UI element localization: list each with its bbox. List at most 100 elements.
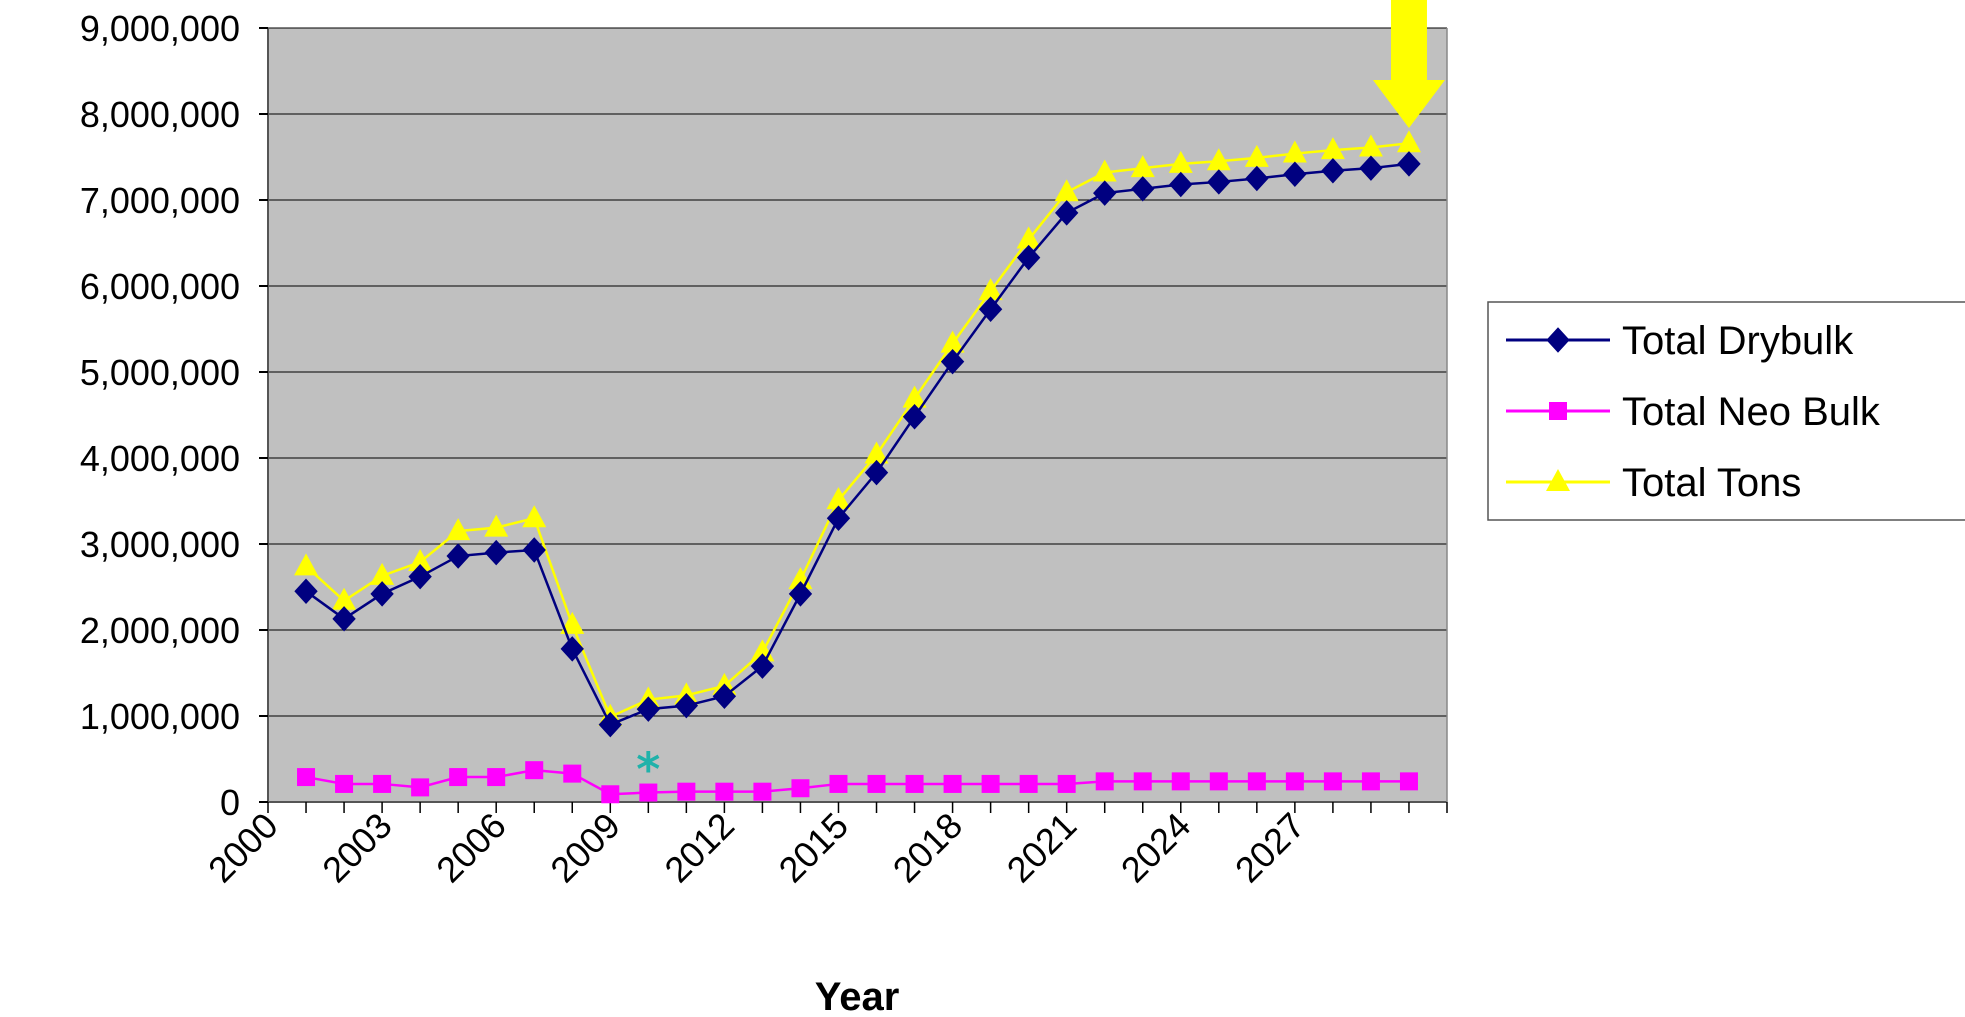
data-point bbox=[335, 774, 354, 793]
x-tick-label: 2000 bbox=[200, 805, 286, 891]
series-total-drybulk bbox=[294, 151, 1421, 738]
gridlines bbox=[268, 27, 1447, 717]
x-tick-label: 2006 bbox=[428, 805, 514, 891]
data-point bbox=[598, 711, 622, 738]
legend-item: Total Drybulk bbox=[1506, 319, 1854, 363]
data-point bbox=[791, 779, 810, 798]
data-point bbox=[1323, 772, 1342, 791]
data-point bbox=[715, 782, 734, 801]
data-point bbox=[332, 606, 356, 632]
data-point bbox=[560, 636, 584, 662]
data-point bbox=[449, 768, 468, 787]
x-tick-label: 2003 bbox=[314, 805, 400, 891]
series-total-tons bbox=[294, 130, 1421, 726]
y-tick-label: 9,000,000 bbox=[80, 8, 240, 49]
legend-label: Total Neo Bulk bbox=[1622, 390, 1881, 434]
plot-area bbox=[268, 28, 1447, 802]
data-point bbox=[370, 562, 395, 585]
annotation-asterisk: * bbox=[636, 743, 660, 797]
legend-item: Total Tons bbox=[1506, 461, 1801, 505]
data-point bbox=[484, 514, 509, 537]
data-point bbox=[294, 553, 319, 576]
data-point bbox=[1361, 772, 1380, 791]
data-point bbox=[1171, 772, 1190, 791]
data-point bbox=[1133, 772, 1152, 791]
data-point bbox=[940, 348, 965, 375]
data-point bbox=[829, 774, 848, 793]
data-point bbox=[674, 692, 699, 719]
legend-marker bbox=[1546, 327, 1570, 353]
data-point bbox=[1019, 774, 1038, 793]
y-tick-label: 5,000,000 bbox=[80, 352, 240, 393]
data-point bbox=[522, 505, 547, 528]
y-tick-label: 2,000,000 bbox=[80, 610, 240, 651]
data-point bbox=[1095, 772, 1114, 791]
data-point bbox=[1130, 155, 1155, 178]
data-point bbox=[943, 774, 962, 793]
data-point bbox=[1359, 155, 1383, 181]
data-point bbox=[1054, 179, 1079, 202]
y-tick-label: 6,000,000 bbox=[80, 266, 240, 307]
data-point bbox=[446, 543, 470, 569]
data-point bbox=[1320, 137, 1345, 160]
data-point bbox=[1358, 134, 1383, 157]
data-point bbox=[1209, 772, 1228, 791]
data-point bbox=[864, 459, 889, 486]
legend: Total Drybulk Total Neo Bulk Total Tons bbox=[1487, 301, 1965, 521]
x-tick-label: 2027 bbox=[1227, 805, 1313, 891]
data-point bbox=[297, 768, 316, 787]
data-point bbox=[826, 487, 851, 510]
x-tick-label: 2021 bbox=[999, 805, 1085, 891]
data-point bbox=[294, 578, 318, 605]
data-point bbox=[601, 785, 620, 804]
data-point bbox=[411, 778, 430, 797]
data-point bbox=[788, 581, 813, 607]
legend-marker bbox=[1549, 402, 1567, 420]
data-point bbox=[712, 683, 737, 709]
y-tick-label: 4,000,000 bbox=[80, 438, 240, 479]
data-point bbox=[525, 761, 544, 780]
x-tick-label: 2012 bbox=[656, 805, 742, 891]
data-point bbox=[560, 611, 585, 634]
data-point bbox=[1285, 772, 1304, 791]
data-point bbox=[487, 768, 506, 787]
data-point bbox=[1054, 200, 1079, 226]
y-axis-ticks: 0 1,000,000 2,000,000 3,000,000 4,000,000 5,0… bbox=[80, 8, 268, 823]
series-group bbox=[294, 130, 1421, 804]
arrow-shape bbox=[1372, 0, 1445, 128]
y-tick-label: 0 bbox=[220, 782, 240, 823]
y-tick-label: 3,000,000 bbox=[80, 524, 240, 565]
x-tick-label: 2018 bbox=[885, 805, 971, 891]
data-point bbox=[370, 581, 394, 607]
data-point bbox=[826, 505, 851, 531]
data-point bbox=[1207, 169, 1231, 195]
series-total-neo-bulk bbox=[297, 761, 1418, 804]
data-point bbox=[1206, 148, 1231, 171]
annotations: * bbox=[636, 743, 660, 797]
data-point bbox=[1057, 774, 1076, 793]
data-point bbox=[1016, 244, 1041, 271]
data-point bbox=[981, 774, 1000, 793]
axes bbox=[267, 28, 1448, 803]
data-point bbox=[902, 403, 927, 430]
data-point bbox=[373, 774, 392, 793]
data-point bbox=[1092, 159, 1117, 182]
data-point bbox=[1399, 772, 1418, 791]
x-tick-label: 2009 bbox=[542, 805, 628, 891]
data-point bbox=[1397, 151, 1421, 177]
y-tick-label: 1,000,000 bbox=[80, 696, 240, 737]
data-point bbox=[1168, 150, 1193, 173]
data-point bbox=[864, 441, 889, 464]
data-point bbox=[332, 587, 357, 610]
x-axis-ticks: 2000 2003 2006 2009 2012 2015 2018 2021 2024 2027 bbox=[200, 802, 1448, 891]
data-point bbox=[902, 385, 927, 408]
legend-item: Total Neo Bulk bbox=[1506, 390, 1881, 434]
y-tick-label: 7,000,000 bbox=[80, 180, 240, 221]
highlight-arrow bbox=[1372, 0, 1445, 128]
data-point bbox=[867, 774, 886, 793]
x-tick-label: 2024 bbox=[1113, 805, 1199, 891]
data-point bbox=[1244, 144, 1269, 167]
data-point bbox=[905, 774, 924, 793]
data-point bbox=[446, 518, 471, 541]
data-point bbox=[1396, 130, 1421, 153]
